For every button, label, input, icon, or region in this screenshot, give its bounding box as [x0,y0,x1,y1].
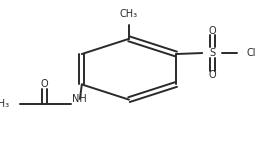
Text: CH₃: CH₃ [0,99,10,109]
Text: NH: NH [72,94,87,104]
Text: O: O [208,70,216,80]
Text: O: O [41,79,49,89]
Text: O: O [208,25,216,36]
Text: Cl: Cl [247,48,256,58]
Text: CH₃: CH₃ [120,10,138,19]
Text: S: S [209,48,215,58]
